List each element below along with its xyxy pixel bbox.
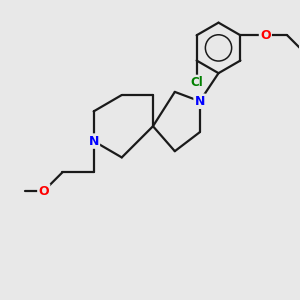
Text: O: O	[38, 184, 49, 197]
Text: Cl: Cl	[190, 76, 203, 89]
Text: N: N	[195, 95, 205, 108]
Text: N: N	[88, 135, 99, 148]
Text: O: O	[260, 29, 271, 42]
